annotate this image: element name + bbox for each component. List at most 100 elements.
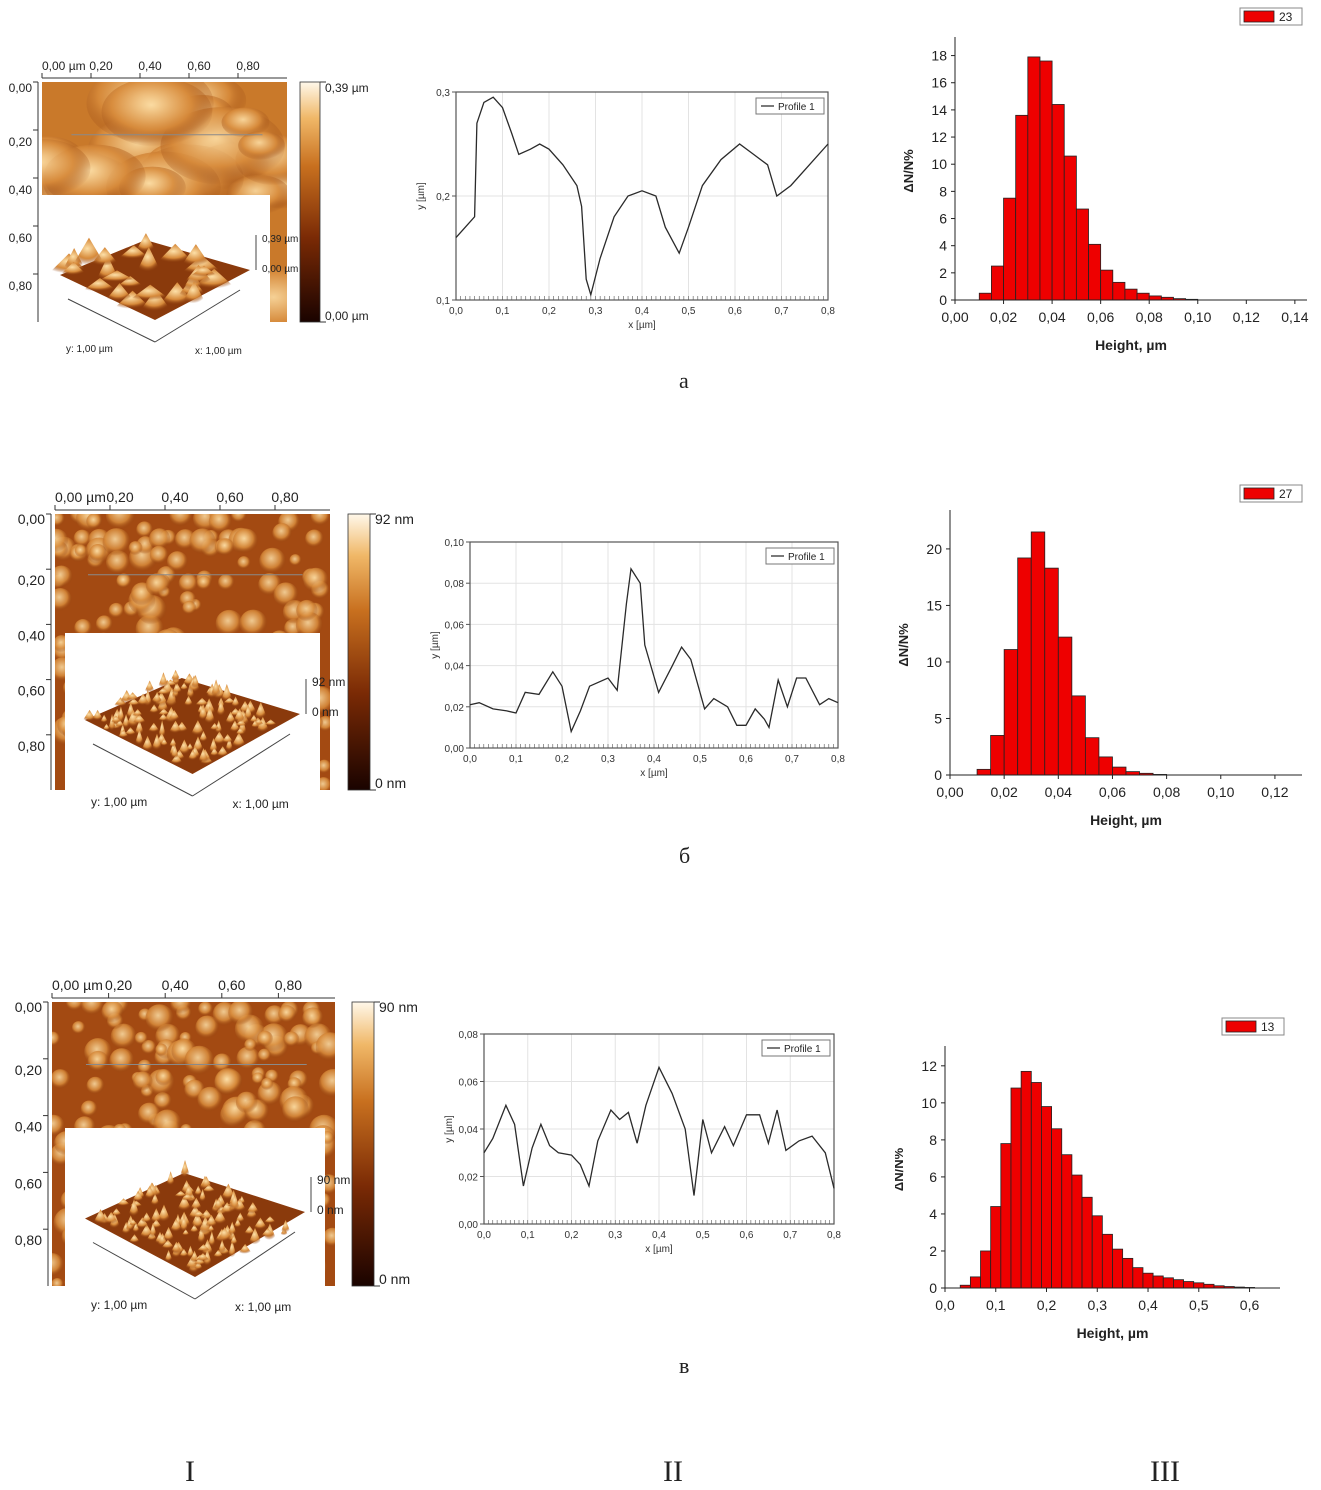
afm-grain [283,1031,300,1048]
inset-3d-peak [158,719,167,738]
histogram-bar [1020,1070,1032,1289]
x-tick-label: 0,6 [1240,1297,1260,1313]
afm-grain [215,609,243,637]
histogram-bar [1183,1281,1195,1289]
legend-box [761,1039,831,1057]
x-tick-label: 0,3 [1088,1297,1108,1313]
afm-grain [55,587,72,612]
afm-grain [189,528,216,555]
afm-grain [149,545,169,565]
inset-3d-peak [147,722,161,733]
histogram-bar [1091,1215,1103,1289]
afm-grain [257,1048,271,1062]
inset-3d-peak [128,1219,138,1226]
y-tick-label: 8 [939,183,947,199]
colorbar-max-label: 0,39 µm [325,81,369,95]
histogram-bar [1057,636,1073,776]
inset-3d-peak [250,720,259,728]
histogram-bar [978,292,992,301]
inset-3d-peak [136,246,161,272]
histogram-bar [1125,771,1140,776]
inset-3d-peak [125,692,140,701]
inset-3d-peak [131,1190,145,1202]
x-tick-label: 0,80 [275,977,302,993]
inset-3d-peak [243,704,253,720]
afm-grain [273,582,299,608]
afm-grain [256,1030,273,1047]
afm-grain [259,547,286,575]
inset-3d-peak [197,748,210,763]
x-tick-label: 0,3 [608,1230,622,1241]
inset-3d-peak [157,708,171,716]
y-tick-label: 0,06 [459,1078,479,1089]
inset-3d-peak [92,1209,109,1224]
afm-grain [74,544,87,558]
inset-3d-peak [227,1239,237,1258]
afm-grain [109,1048,135,1073]
y-tick-label: 0,00 [18,511,45,527]
y-tick-label: 15 [926,597,942,613]
y-tick-label: 0 [939,292,947,308]
inset-3d-peak [110,1208,123,1216]
afm-grain [73,529,92,548]
y-tick-label: 0,60 [18,683,45,699]
y-axis-label: y [µm] [444,1115,455,1143]
histogram-bar [1124,288,1138,301]
y-tick-label: 0,60 [15,1175,42,1191]
inset-3d-peak [237,1243,253,1254]
afm-grain [110,1023,137,1050]
inset-3d-peak [189,1197,203,1210]
x-tick-label: 0,6 [739,754,753,765]
x-tick-label: 0,4 [647,754,661,765]
inset-3d-peak [248,1227,262,1245]
x-tick-label: 0,7 [775,306,789,317]
afm-grain [228,1002,254,1026]
afm-grain [214,1068,243,1096]
y-tick-label: 2 [929,1243,937,1259]
x-tick-label: 0,40 [138,59,162,73]
afm-grain [101,1002,124,1023]
inset-3d-peak [209,747,220,757]
inset-3d-peak [150,1193,160,1206]
y-tick-label: 0,40 [9,183,33,197]
x-tick-label: 0,60 [216,489,243,505]
y-tick-label: 0,20 [9,135,33,149]
inset-3d-peak [194,697,211,706]
inset-3d-peak [110,715,122,723]
y-tick-label: 0,00 [459,1220,479,1231]
inset-3d-peak [208,737,219,753]
inset-3d-peak [168,737,178,748]
inset-3d-peak [234,719,248,727]
x-tick-label: 0,06 [1099,784,1126,800]
afm-grain [87,1050,109,1072]
inset-3d-peak [167,710,181,721]
colorbar-min-label: 0,00 µm [325,309,369,323]
inset-3d-peak [190,720,206,736]
x-tick-label: 0,1 [509,754,523,765]
y-tick-label: 10 [926,654,942,670]
inset-3d-peak [182,281,206,304]
inset-3d-peak [191,1213,205,1228]
legend-label: Profile 1 [788,552,825,563]
y-tick-label: 4 [939,238,947,254]
inset-3d-peak [196,1225,207,1244]
inset-3d-peak [189,265,219,277]
afm-grain [155,1068,173,1086]
histogram-b: 0 5 10 15 20 0,00 0,02 0,04 0,06 0,08 0,10 0,12 Heig… [896,484,1303,828]
inset-3d-peak [141,735,155,751]
y-tick-label: 0,20 [15,1062,42,1078]
inset-3d-peak [143,1185,156,1199]
inset-3d-peak [160,1239,176,1249]
inset-axis-x [194,1231,296,1300]
histogram-bar [1051,104,1065,301]
inset-3d-peak [209,722,221,731]
histogram-bar [1162,1277,1174,1289]
x-tick-label: 0,3 [601,754,615,765]
inset-3d-peak [193,1185,203,1196]
legend-label: 13 [1261,1020,1275,1034]
inset-3d-peak [155,687,171,695]
inset-3d-peak [134,729,145,745]
histogram-bar [990,1206,1002,1289]
y-tick-label: 0,40 [18,627,45,643]
afm-grain [315,1032,335,1062]
